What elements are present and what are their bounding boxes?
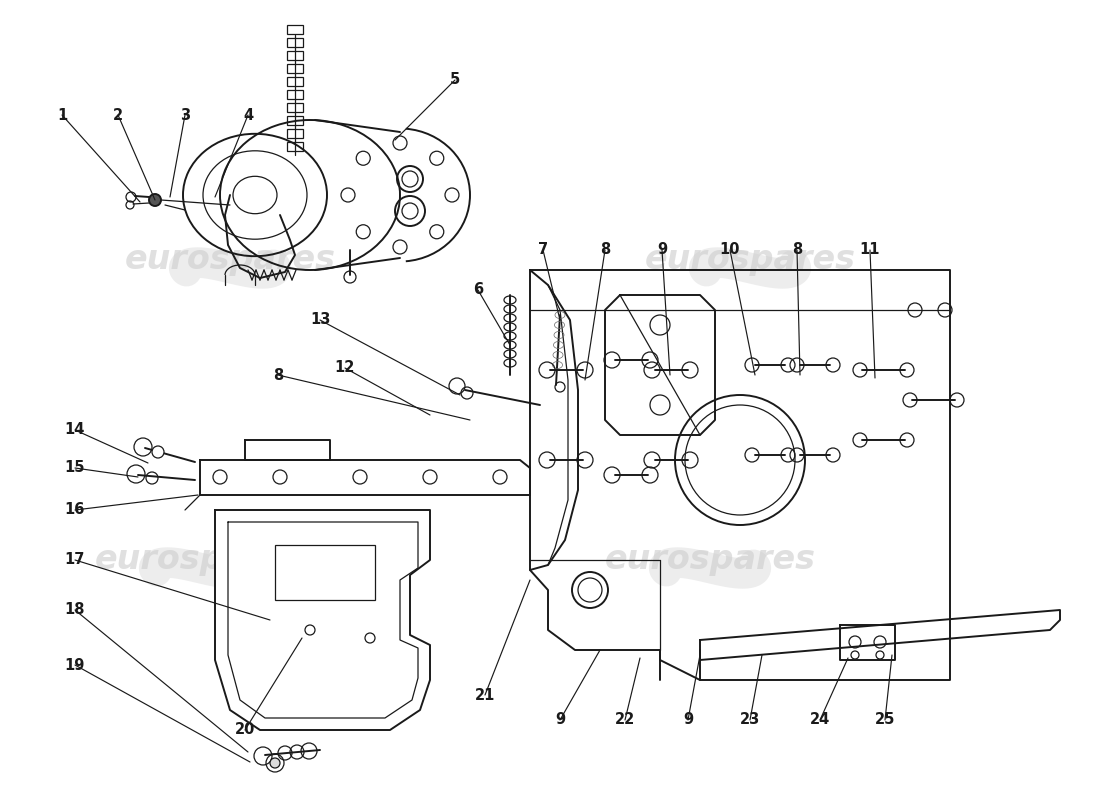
Circle shape <box>270 758 280 768</box>
Bar <box>287 38 303 47</box>
Text: eurospares: eurospares <box>124 243 336 277</box>
Text: 9: 9 <box>683 713 693 727</box>
Bar <box>287 25 303 34</box>
Text: eurospares: eurospares <box>645 243 856 277</box>
Text: 25: 25 <box>874 713 895 727</box>
Bar <box>287 116 303 125</box>
Text: 23: 23 <box>740 713 760 727</box>
Text: 14: 14 <box>65 422 85 438</box>
Text: 9: 9 <box>657 242 667 258</box>
Text: 17: 17 <box>65 553 85 567</box>
Text: 12: 12 <box>334 361 355 375</box>
Text: 16: 16 <box>65 502 85 518</box>
Text: 24: 24 <box>810 713 830 727</box>
Circle shape <box>148 194 161 206</box>
Text: 22: 22 <box>615 713 635 727</box>
Text: 18: 18 <box>65 602 86 618</box>
Text: 8: 8 <box>600 242 610 258</box>
Bar <box>287 90 303 99</box>
Bar <box>287 64 303 73</box>
Circle shape <box>152 446 164 458</box>
Text: 11: 11 <box>860 242 880 258</box>
Text: 20: 20 <box>234 722 255 738</box>
Text: 8: 8 <box>792 242 802 258</box>
Text: 4: 4 <box>243 107 253 122</box>
Text: 5: 5 <box>450 73 460 87</box>
Polygon shape <box>214 510 430 730</box>
Text: 21: 21 <box>475 687 495 702</box>
Text: 13: 13 <box>310 313 330 327</box>
Polygon shape <box>200 460 530 495</box>
Bar <box>287 129 303 138</box>
Text: 6: 6 <box>473 282 483 298</box>
Polygon shape <box>700 610 1060 660</box>
Text: 3: 3 <box>180 107 190 122</box>
Text: eurospares: eurospares <box>95 543 306 577</box>
Text: 1: 1 <box>57 107 67 122</box>
Text: 10: 10 <box>719 242 740 258</box>
Text: 19: 19 <box>65 658 85 673</box>
Bar <box>275 545 375 600</box>
Text: 7: 7 <box>538 242 548 258</box>
Text: 8: 8 <box>273 367 283 382</box>
Text: 15: 15 <box>65 461 86 475</box>
Bar <box>287 103 303 112</box>
Text: 9: 9 <box>554 713 565 727</box>
Text: eurospares: eurospares <box>605 543 815 577</box>
Bar <box>287 51 303 60</box>
Bar <box>287 77 303 86</box>
Text: 2: 2 <box>113 107 123 122</box>
Bar <box>287 142 303 151</box>
